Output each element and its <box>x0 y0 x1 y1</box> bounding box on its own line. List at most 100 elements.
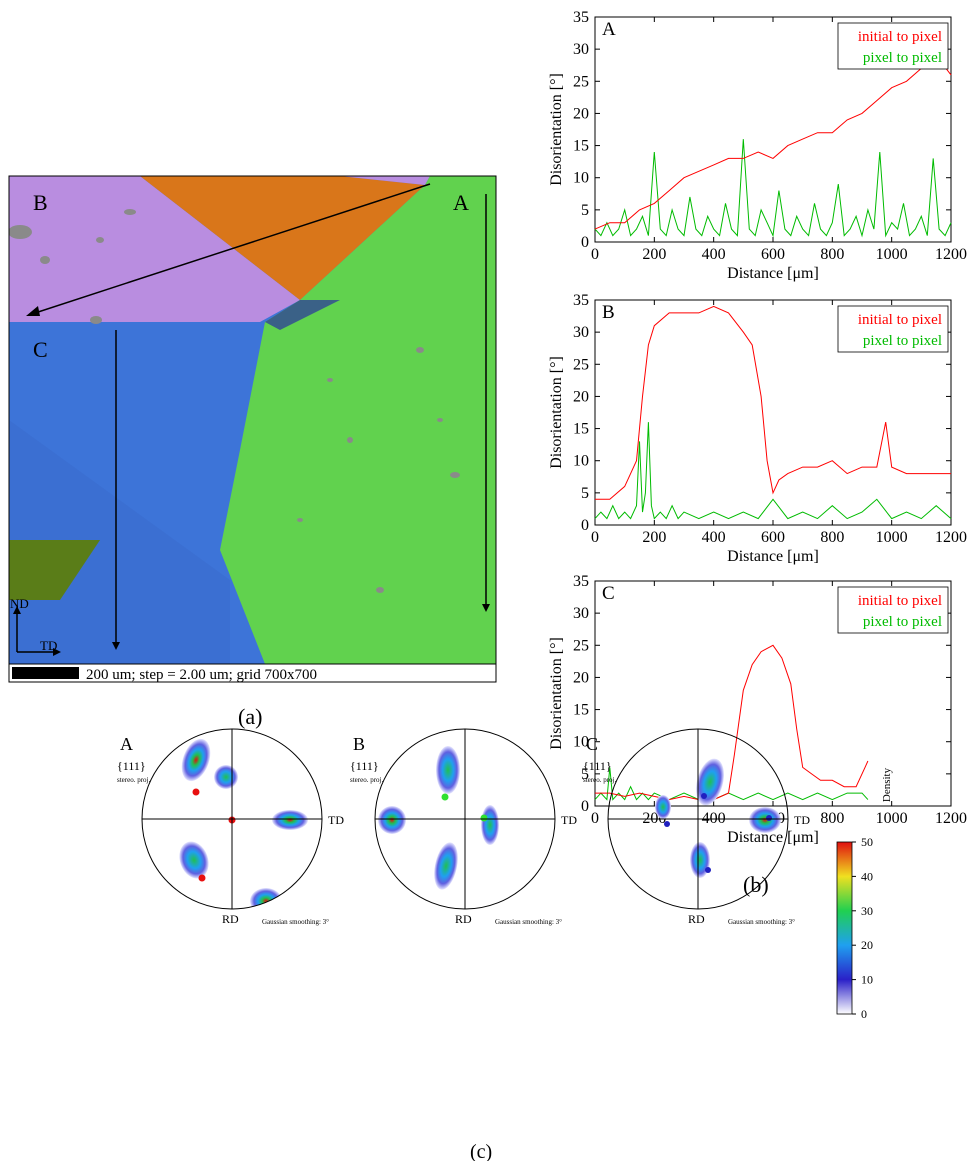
x-tick-label: 0 <box>591 529 599 546</box>
y-tick-label: 15 <box>573 138 589 155</box>
pf-rd-label: RD <box>455 912 472 926</box>
y-tick-label: 25 <box>573 73 589 90</box>
legend <box>837 586 949 634</box>
panel-label-b: (b) <box>743 872 769 897</box>
pf-td-label: TD <box>561 813 577 827</box>
y-tick-label: 15 <box>573 421 589 438</box>
nd-label: ND <box>10 596 29 611</box>
density-colorbar: 0 10 20 30 40 50 Density <box>836 767 893 1021</box>
region-label-c: C <box>33 337 48 362</box>
y-tick-label: 30 <box>573 324 589 341</box>
legend-entry: pixel to pixel <box>863 50 942 66</box>
pf-family: {111} <box>350 759 379 773</box>
series-line-pixel-to-pixel <box>594 767 869 801</box>
pf-family: {111} <box>583 759 612 773</box>
x-tick-label: 200 <box>642 529 666 546</box>
pf-projection: stereo. proj. <box>350 776 383 784</box>
y-tick-label: 35 <box>573 9 589 26</box>
chart-letter: A <box>602 19 616 40</box>
disorientation-plots: 0 200 400 600 800 1000 120005101520253035Dista… <box>548 9 967 846</box>
y-tick-label: 35 <box>573 573 589 590</box>
violet-grain <box>9 176 300 322</box>
y-tick-label: 0 <box>581 234 589 251</box>
panel-label-a: (a) <box>238 704 262 729</box>
y-tick-label: 30 <box>573 605 589 622</box>
y-tick-label: 0 <box>581 517 589 534</box>
scale-bar-box <box>8 663 497 683</box>
y-tick-label: 20 <box>573 388 589 405</box>
density-peak <box>690 842 710 878</box>
density-peak <box>214 765 238 789</box>
density-peak <box>181 738 211 782</box>
density-peak <box>434 842 458 890</box>
legend-entry: pixel to pixel <box>863 614 942 630</box>
series-line-pixel-to-pixel <box>594 139 952 238</box>
x-tick-label: 0 <box>591 246 599 263</box>
ebsd-map: B A C ND TD 200 um; step = 2.00 um; grid… <box>8 175 497 683</box>
y-tick-label: 5 <box>581 766 589 783</box>
y-tick-label: 20 <box>573 105 589 122</box>
chart-c: 02004006008001000120005101520253035Dista… <box>548 573 967 846</box>
pf-rd-label: RD <box>222 912 239 926</box>
x-tick-label: 800 <box>820 246 844 263</box>
pole-figure-c <box>607 728 789 910</box>
x-axis-label: Distance [μm] <box>727 265 819 282</box>
colorbar-tick-label: 10 <box>861 973 873 987</box>
density-peak <box>250 888 282 909</box>
region-label-a: A <box>453 190 469 215</box>
y-tick-label: 30 <box>573 41 589 58</box>
x-tick-label: 1000 <box>876 810 908 827</box>
series-line-initial-to-pixel <box>595 644 869 801</box>
density-peak <box>179 841 209 879</box>
orange-grain <box>140 176 425 300</box>
legend <box>837 305 949 353</box>
y-tick-label: 35 <box>573 292 589 309</box>
series-line-initial-to-pixel <box>594 54 952 230</box>
td-label: TD <box>40 638 57 653</box>
x-tick-label: 200 <box>642 246 666 263</box>
colorbar-tick-label: 50 <box>861 835 873 849</box>
scale-bar <box>12 667 79 679</box>
density-peak <box>481 805 499 845</box>
colorbar-tick-label: 0 <box>861 1007 867 1021</box>
line-scan-b <box>31 183 431 315</box>
colorbar-gradient <box>836 841 853 1015</box>
density-peak <box>749 807 781 833</box>
colorbar-title: Density <box>881 767 893 802</box>
y-tick-label: 10 <box>573 734 589 751</box>
legend <box>837 22 949 70</box>
x-tick-label: 400 <box>702 246 726 263</box>
unindexed-points <box>9 209 460 593</box>
chart-letter: B <box>602 302 615 323</box>
y-tick-label: 10 <box>573 170 589 187</box>
y-tick-label: 10 <box>573 453 589 470</box>
y-tick-label: 5 <box>581 202 589 219</box>
pole-figure-a <box>141 728 323 910</box>
panel-label-c: (c) <box>470 1141 492 1161</box>
x-tick-label: 1000 <box>876 246 908 263</box>
y-axis-label: Disorientation [°] <box>548 637 565 750</box>
scale-text: 200 um; step = 2.00 um; grid 700x700 <box>86 667 317 683</box>
y-tick-label: 0 <box>581 798 589 815</box>
pf-smoothing: Gaussian smoothing: 3° <box>728 918 795 926</box>
density-peak <box>436 746 460 794</box>
y-tick-label: 15 <box>573 702 589 719</box>
y-tick-label: 5 <box>581 485 589 502</box>
legend-entry: initial to pixel <box>858 29 942 45</box>
chart-a: 0 200 400 600 800 1000 1200 0 5 10 15 20 25 30 35 Dista… <box>548 9 967 282</box>
x-tick-label: 800 <box>820 529 844 546</box>
pf-td-label: TD <box>328 813 344 827</box>
x-tick-label: 400 <box>702 529 726 546</box>
pf-smoothing: Gaussian smoothing: 3° <box>495 918 562 926</box>
x-axis-label: Distance [μm] <box>727 829 819 846</box>
density-peak <box>272 810 308 830</box>
y-tick-label: 20 <box>573 669 589 686</box>
x-tick-label: 1200 <box>935 810 967 827</box>
x-tick-label: 1000 <box>876 529 908 546</box>
legend-entry: pixel to pixel <box>863 333 942 349</box>
pf-family: {111} <box>117 759 146 773</box>
pf-letter: C <box>586 734 598 754</box>
series-line-initial-to-pixel <box>595 305 951 500</box>
x-tick-label: 1200 <box>935 529 967 546</box>
